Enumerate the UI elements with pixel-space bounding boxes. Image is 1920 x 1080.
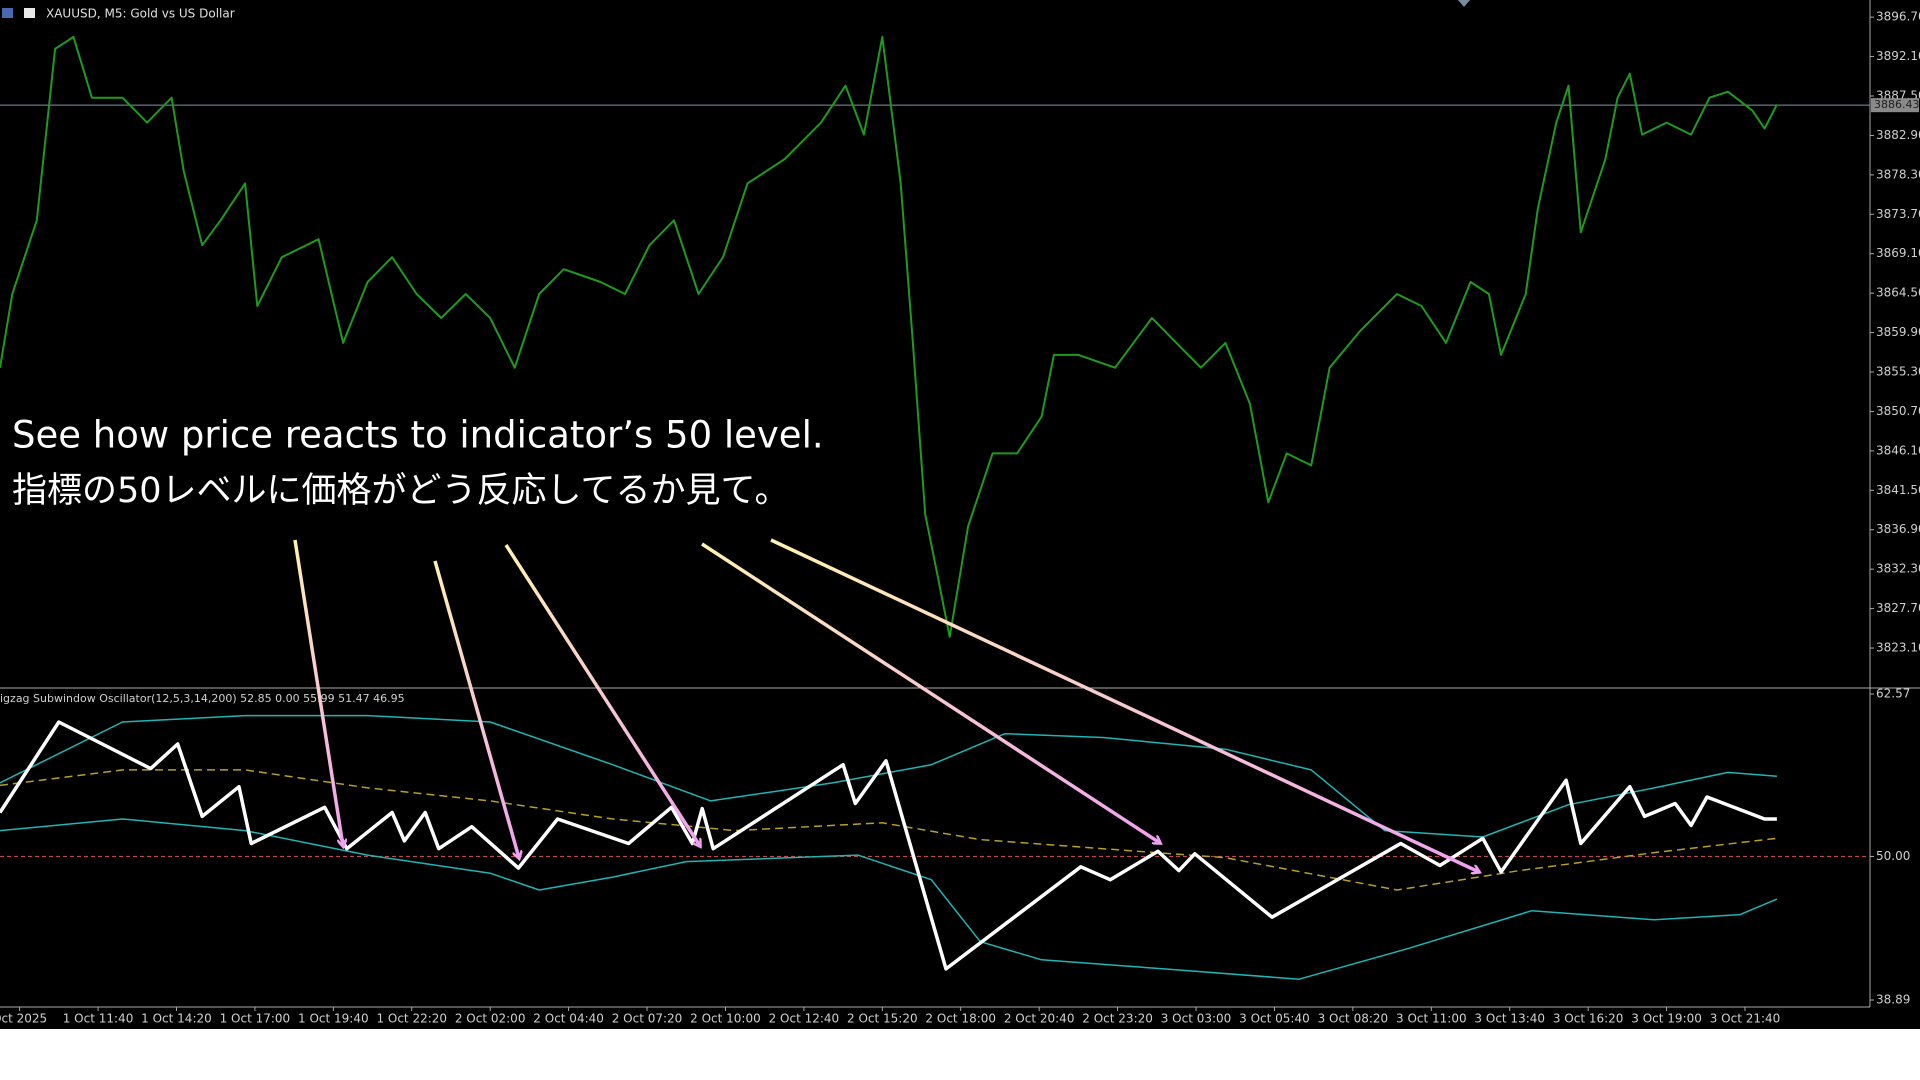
x-tick-label: 3 Oct 05:40: [1239, 1012, 1310, 1026]
y-tick-label: 3864.50: [1876, 286, 1920, 300]
y-tick-label: 3832.30: [1876, 562, 1920, 576]
y-tick-label: 3873.70: [1876, 207, 1920, 221]
y-tick-label: 3869.10: [1876, 246, 1920, 260]
x-tick-label: 3 Oct 13:40: [1474, 1012, 1545, 1026]
x-tick-label: 2 Oct 20:40: [1004, 1012, 1075, 1026]
x-tick-label: 2 Oct 10:00: [690, 1012, 761, 1026]
y-tick-label: 3827.70: [1876, 601, 1920, 615]
y-tick-label: 3855.30: [1876, 365, 1920, 379]
x-tick-label: 1 Oct 11:40: [63, 1012, 134, 1026]
x-tick-label: Oct 2025: [0, 1012, 47, 1026]
y-tick-label: 3859.90: [1876, 325, 1920, 339]
annotation: 指標の50レベルに価格がどう反応してるか見て。: [12, 471, 789, 511]
x-tick-label: 2 Oct 07:20: [612, 1012, 683, 1026]
series-line: [0, 818, 1778, 980]
y-tick-label: 3892.10: [1876, 49, 1920, 63]
x-tick-label: 3 Oct 03:00: [1161, 1012, 1232, 1026]
arrow: [701, 542, 1160, 843]
icon: [24, 8, 35, 18]
x-tick-label: 2 Oct 23:20: [1082, 1012, 1153, 1026]
background: [0, 0, 1920, 1029]
y-tick-label: 3836.90: [1876, 522, 1920, 536]
x-tick-label: 1 Oct 22:20: [376, 1012, 447, 1026]
x-tick-label: 3 Oct 16:20: [1553, 1012, 1624, 1026]
x-tick-label: 2 Oct 12:40: [769, 1012, 840, 1026]
scroll-marker: [1458, 0, 1470, 7]
y-tick-label: 38.89: [1876, 993, 1910, 1007]
y-tick-label: 3846.10: [1876, 443, 1920, 457]
x-tick-label: 1 Oct 19:40: [298, 1012, 369, 1026]
y-tick-label: 3850.70: [1876, 404, 1920, 418]
x-tick-label: 2 Oct 02:00: [455, 1012, 526, 1026]
arrow: [293, 539, 343, 846]
annotation: See how price reacts to indicator’s 50 l…: [12, 414, 824, 457]
x-tick-label: 1 Oct 17:00: [220, 1012, 291, 1026]
x-tick-label: 1 Oct 14:20: [141, 1012, 212, 1026]
arrow: [433, 560, 519, 858]
current-price-box: [1871, 98, 1919, 113]
x-tick-label: 2 Oct 18:00: [925, 1012, 996, 1026]
x-tick-label: 3 Oct 19:00: [1631, 1012, 1702, 1026]
y-tick-label: 3823.10: [1876, 641, 1920, 655]
x-tick-label: 3 Oct 11:00: [1396, 1012, 1467, 1026]
symbol-title: XAUUSD, M5: Gold vs US Dollar: [46, 7, 235, 21]
x-tick-label: 2 Oct 04:40: [533, 1012, 604, 1026]
y-tick-label: 3896.70: [1876, 10, 1920, 24]
y-tick-label: 3882.90: [1876, 128, 1920, 142]
indicator-title: igzag Subwindow Oscillator(12,5,3,14,200…: [0, 692, 405, 705]
x-tick-label: 3 Oct 08:20: [1318, 1012, 1389, 1026]
y-tick-label: 62.57: [1876, 687, 1910, 701]
y-tick-label: 50.00: [1876, 849, 1910, 863]
current-price-label: 3886.43: [1874, 98, 1920, 111]
series-line: [0, 714, 1777, 838]
x-tick-label: 2 Oct 15:20: [847, 1012, 918, 1026]
arrows: [293, 538, 1479, 872]
icon: [2, 8, 13, 18]
y-tick-label: 3878.30: [1876, 167, 1920, 181]
x-tick-label: 3 Oct 21:40: [1710, 1012, 1781, 1026]
y-tick-label: 3841.50: [1876, 483, 1920, 497]
series-line: [0, 769, 1777, 891]
series-line: [0, 35, 1778, 638]
arrow: [770, 538, 1479, 872]
series-line: [0, 720, 1777, 971]
arrow: [504, 544, 700, 846]
